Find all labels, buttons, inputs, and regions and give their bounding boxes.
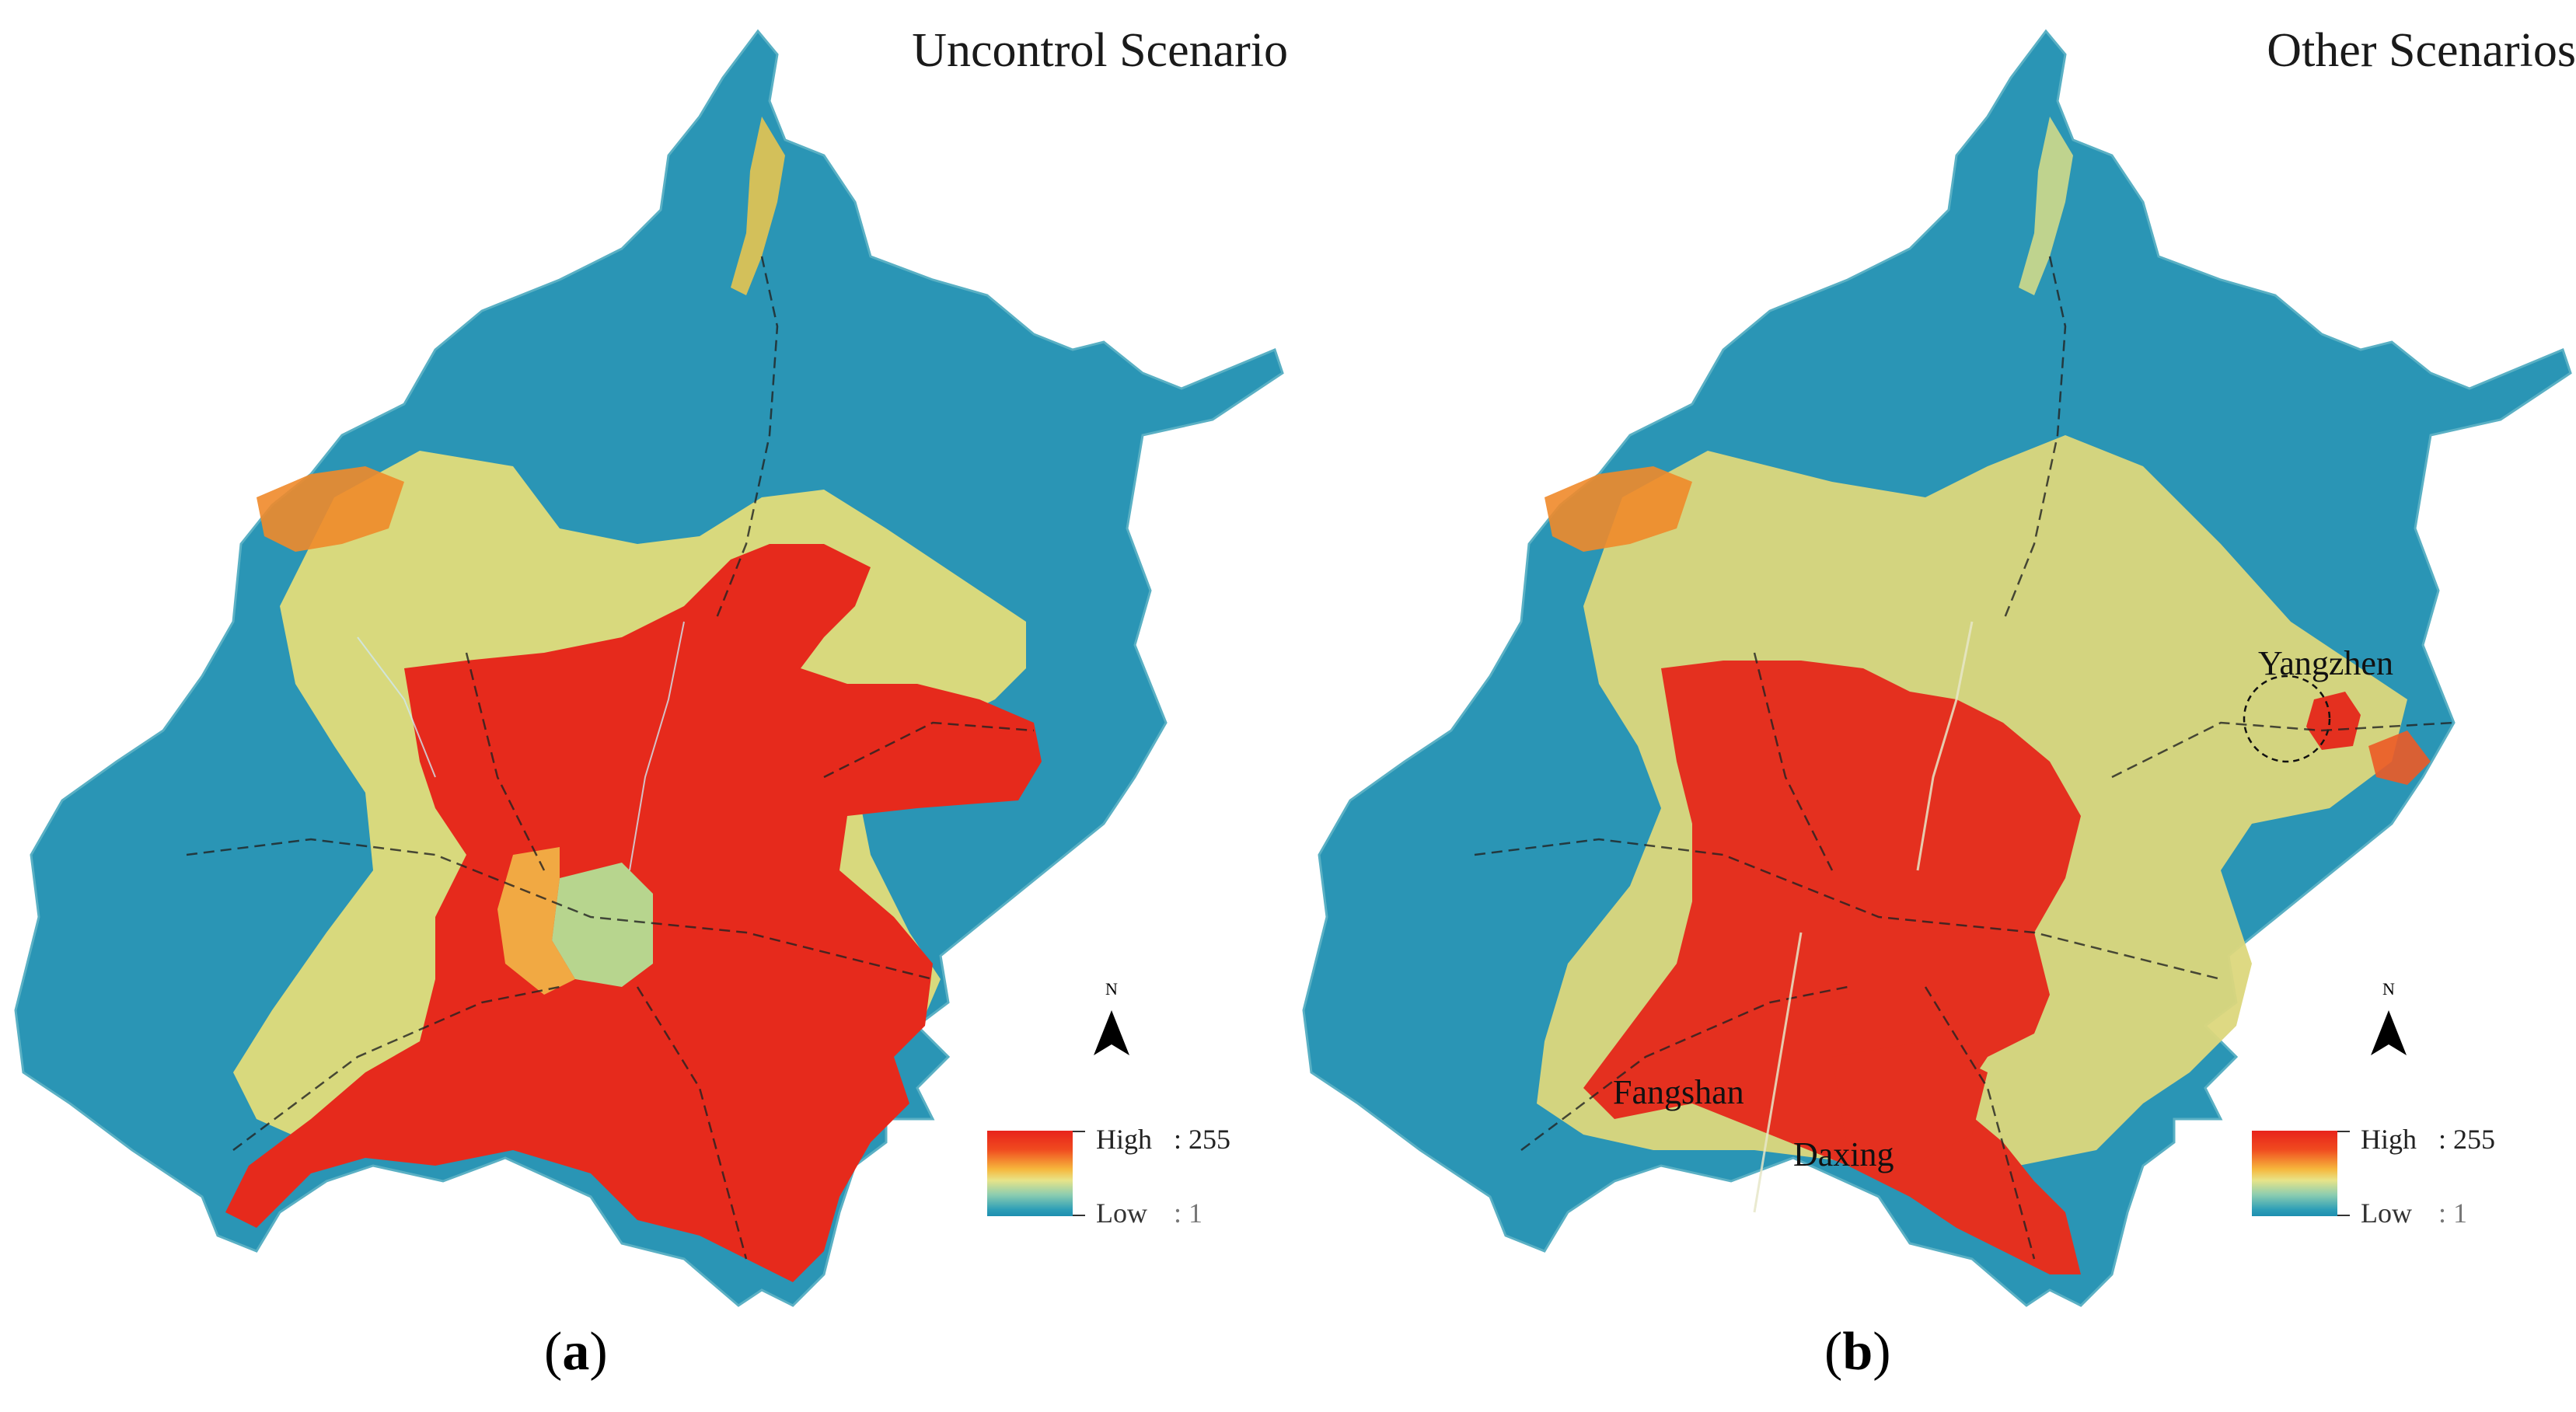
north-arrow: N — [2365, 979, 2412, 1065]
road-network — [1474, 256, 2455, 1260]
label-letter: a — [562, 1322, 590, 1382]
legend-high-value: : 255 — [2438, 1124, 2496, 1155]
north-arrow: N — [1088, 979, 1135, 1065]
north-letter: N — [1105, 979, 1118, 999]
legend: High : 255 Low : 1 — [2252, 1123, 2547, 1239]
place-label-daxing: Daxing — [1793, 1135, 1894, 1173]
panel-label-a: (a) — [544, 1321, 608, 1383]
legend-color-ramp — [2252, 1131, 2337, 1216]
road-network — [186, 256, 1035, 1260]
river-lines — [357, 621, 685, 871]
legend-high-value: : 255 — [1174, 1124, 1231, 1155]
north-valley-corridor — [2019, 117, 2073, 295]
label-open: ( — [1824, 1322, 1843, 1382]
legend-low-label: Low — [1096, 1198, 1147, 1229]
yangzhen-hotspot — [2306, 692, 2361, 750]
place-label-fangshan: Fangshan — [1613, 1073, 1744, 1111]
north-arrow-icon — [2371, 1010, 2407, 1055]
label-close: ) — [589, 1322, 608, 1382]
legend-tick-high — [1073, 1131, 1085, 1132]
label-close: ) — [1873, 1322, 1891, 1382]
legend-low-value: : 1 — [2438, 1198, 2468, 1229]
panel-other-scenarios: Other Scenarios Yangzhen Fangshan Daxing… — [1288, 0, 2576, 1412]
daxing-core — [1832, 1041, 1988, 1166]
legend-color-ramp — [987, 1131, 1073, 1216]
map-uncontrol-scenario — [14, 29, 1284, 1307]
north-arrow-icon — [1094, 1010, 1129, 1055]
city-centre-light — [552, 863, 653, 987]
legend-low-value: : 1 — [1174, 1198, 1203, 1229]
label-open: ( — [544, 1322, 563, 1382]
map-other-scenarios — [1302, 29, 2572, 1307]
legend-high-label: High — [1096, 1124, 1152, 1155]
northwest-cluster — [1545, 466, 1692, 552]
north-letter: N — [2382, 979, 2395, 999]
legend-tick-high — [2337, 1131, 2350, 1132]
city-centre-ring — [497, 847, 575, 995]
scenario-title: Uncontrol Scenario — [912, 24, 1288, 77]
river-lines — [1753, 621, 1974, 1213]
legend-low-label: Low — [2361, 1198, 2412, 1229]
legend-tick-low — [1073, 1215, 1085, 1216]
scenario-title: Other Scenarios — [2267, 24, 2576, 77]
legend-tick-low — [2337, 1215, 2350, 1216]
panel-label-b: (b) — [1824, 1321, 1891, 1383]
northwest-cluster — [257, 466, 404, 552]
yangzhen-circle — [2243, 675, 2331, 763]
panel-uncontrol-scenario: Uncontrol Scenario N High : 255 Low : 1 … — [14, 24, 1288, 1383]
north-valley-corridor — [731, 117, 785, 295]
legend-high-label: High — [2361, 1124, 2417, 1155]
east-hotspot — [2368, 730, 2431, 785]
legend: High : 255 Low : 1 — [987, 1123, 1283, 1239]
label-letter: b — [1842, 1322, 1873, 1382]
place-label-yangzhen: Yangzhen — [2258, 644, 2393, 682]
